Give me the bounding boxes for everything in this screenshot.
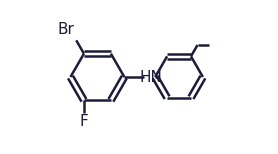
Text: F: F bbox=[80, 114, 88, 129]
Text: Br: Br bbox=[58, 22, 75, 37]
Text: HN: HN bbox=[140, 69, 163, 85]
